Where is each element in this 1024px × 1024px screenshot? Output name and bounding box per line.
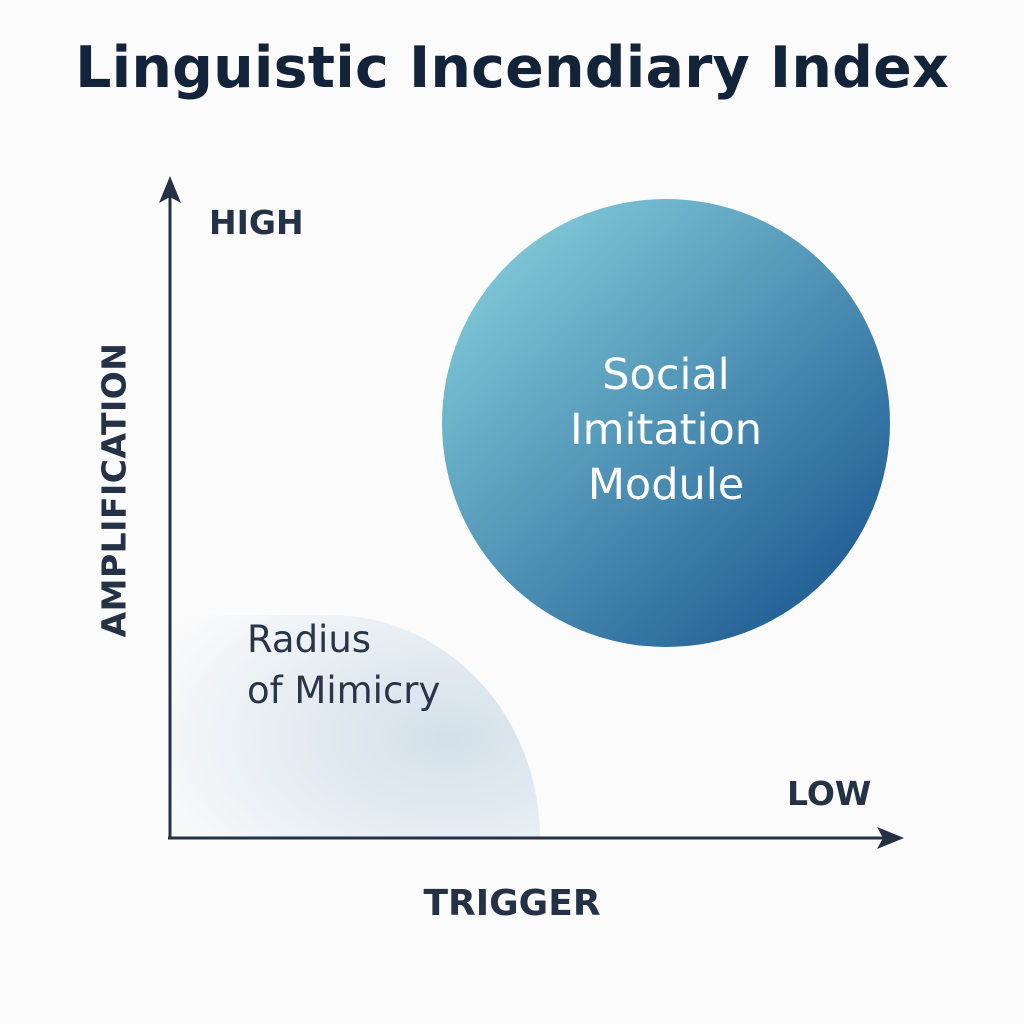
- x-axis-low-label: LOW: [787, 774, 872, 813]
- radius-of-mimicry-zone: [170, 615, 540, 838]
- radius-of-mimicry-line-1: Radius: [247, 618, 372, 661]
- social-imitation-label: Social Imitation Module: [442, 348, 890, 513]
- social-imitation-line-3: Module: [587, 460, 745, 510]
- x-axis-title: TRIGGER: [423, 883, 601, 924]
- x-axis-arrow-icon: [877, 827, 904, 849]
- page-title: Linguistic Incendiary Index: [75, 35, 949, 101]
- radius-of-mimicry-line-2: of Mimicry: [247, 669, 441, 712]
- social-imitation-line-1: Social: [602, 350, 730, 400]
- social-imitation-line-2: Imitation: [569, 405, 763, 455]
- y-axis-high-label: HIGH: [209, 203, 304, 242]
- radius-of-mimicry-label: Radius of Mimicry: [247, 614, 440, 716]
- social-imitation-bubble: [442, 199, 890, 647]
- y-axis-arrow-icon: [159, 176, 181, 203]
- y-axis-title: AMPLIFICATION: [94, 342, 134, 638]
